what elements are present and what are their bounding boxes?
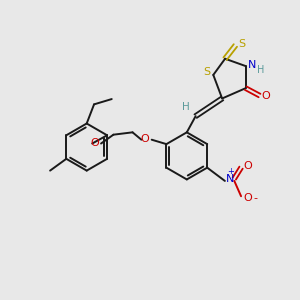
Text: O: O <box>262 91 270 100</box>
Text: N: N <box>226 174 234 184</box>
Text: +: + <box>227 167 234 176</box>
Text: H: H <box>257 65 264 76</box>
Text: S: S <box>203 67 210 77</box>
Text: O: O <box>141 134 150 144</box>
Text: S: S <box>238 39 245 49</box>
Text: H: H <box>182 102 190 112</box>
Text: O: O <box>90 138 99 148</box>
Text: -: - <box>253 193 257 203</box>
Text: N: N <box>248 60 256 70</box>
Text: O: O <box>243 161 252 171</box>
Text: O: O <box>243 193 252 203</box>
